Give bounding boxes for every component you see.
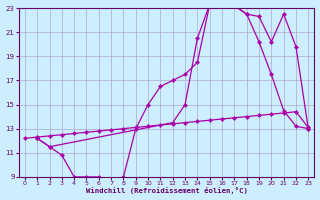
X-axis label: Windchill (Refroidissement éolien,°C): Windchill (Refroidissement éolien,°C): [86, 187, 248, 194]
